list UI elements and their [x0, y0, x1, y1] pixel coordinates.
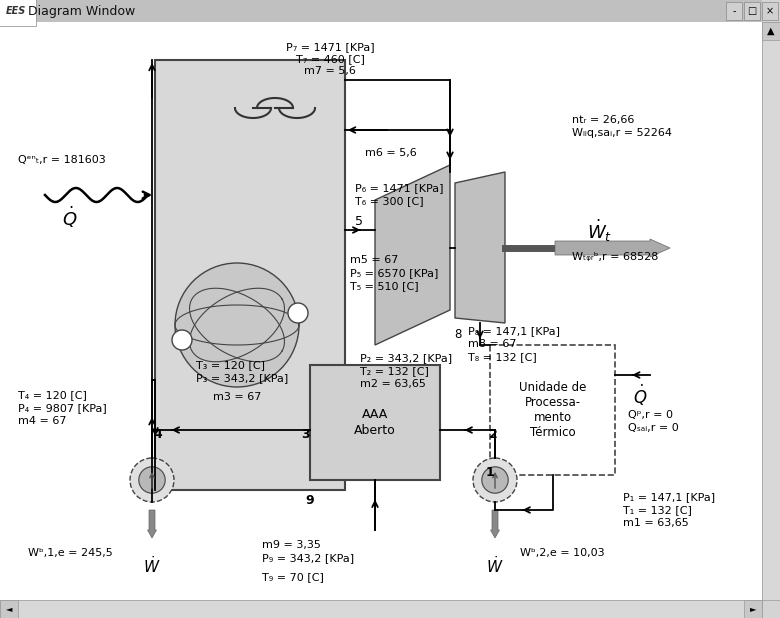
Text: T₉ = 70 [C]: T₉ = 70 [C]	[262, 572, 324, 582]
Bar	[0, 0, 762, 22]
Text: 5: 5	[355, 215, 363, 228]
Text: T₆ = 300 [C]: T₆ = 300 [C]	[355, 196, 424, 206]
Text: 8: 8	[455, 328, 462, 341]
Text: Qᵖ,r = 0: Qᵖ,r = 0	[628, 410, 673, 420]
Text: m5 = 67: m5 = 67	[350, 255, 399, 265]
Text: Wₗᵢq,saᵢ,r = 52264: Wₗᵢq,saᵢ,r = 52264	[572, 128, 672, 138]
Text: EES: EES	[6, 6, 27, 16]
Text: $\dot{W}$: $\dot{W}$	[144, 555, 161, 576]
FancyArrow shape	[491, 510, 499, 538]
FancyArrow shape	[147, 510, 157, 538]
Text: Wᵇ,1,e = 245,5: Wᵇ,1,e = 245,5	[27, 548, 112, 558]
Text: P₁ = 147,1 [KPa]: P₁ = 147,1 [KPa]	[623, 492, 715, 502]
Text: T₃ = 120 [C]: T₃ = 120 [C]	[196, 360, 265, 370]
Text: ntᵣ = 26,66: ntᵣ = 26,66	[572, 115, 634, 125]
Text: Wₜᵩᵣᵇ,r = 68528: Wₜᵩᵣᵇ,r = 68528	[572, 252, 658, 262]
Text: m8 = 67: m8 = 67	[468, 339, 516, 349]
Text: ◄: ◄	[5, 604, 12, 614]
Text: Qₛₐᵢ,r = 0: Qₛₐᵢ,r = 0	[628, 423, 679, 433]
Bar	[310, 365, 440, 480]
Text: P₈ = 147,1 [KPa]: P₈ = 147,1 [KPa]	[468, 326, 560, 336]
Bar	[744, 600, 762, 618]
Text: m6 = 5,6: m6 = 5,6	[365, 148, 417, 158]
Text: T₇ = 460 [C]: T₇ = 460 [C]	[296, 54, 364, 64]
Text: P₂ = 343,2 [KPa]: P₂ = 343,2 [KPa]	[360, 353, 452, 363]
Polygon shape	[455, 172, 505, 323]
Text: Diagram Window: Diagram Window	[28, 4, 135, 17]
Circle shape	[482, 467, 509, 493]
Text: 9: 9	[306, 494, 314, 507]
Text: $\dot{W}_t$: $\dot{W}_t$	[587, 218, 612, 244]
Bar	[490, 345, 615, 475]
Text: P₆ = 1471 [KPa]: P₆ = 1471 [KPa]	[355, 183, 444, 193]
Text: m3 = 67: m3 = 67	[213, 392, 261, 402]
Text: ▲: ▲	[768, 26, 775, 36]
Text: $\dot{Q}$: $\dot{Q}$	[633, 383, 647, 408]
Text: 1: 1	[486, 467, 495, 480]
Text: P₉ = 343,2 [KPa]: P₉ = 343,2 [KPa]	[262, 553, 354, 563]
Circle shape	[172, 330, 192, 350]
Text: Unidade de
Processa-
mento
Térmico: Unidade de Processa- mento Térmico	[519, 381, 587, 439]
Text: P₃ = 343,2 [KPa]: P₃ = 343,2 [KPa]	[196, 373, 289, 383]
Text: ►: ►	[750, 604, 757, 614]
Circle shape	[175, 263, 299, 387]
Text: Wᵇ,2,e = 10,03: Wᵇ,2,e = 10,03	[520, 548, 604, 558]
Circle shape	[139, 467, 165, 493]
Text: AAA
Aberto: AAA Aberto	[354, 408, 396, 436]
Text: P₄ = 9807 [KPa]: P₄ = 9807 [KPa]	[18, 403, 107, 413]
Text: T₅ = 510 [C]: T₅ = 510 [C]	[350, 281, 419, 291]
Text: T₂ = 132 [C]: T₂ = 132 [C]	[360, 366, 429, 376]
Text: Qᵉⁿₜ,r = 181603: Qᵉⁿₜ,r = 181603	[18, 155, 106, 165]
FancyArrow shape	[555, 239, 670, 257]
Text: m2 = 63,65: m2 = 63,65	[360, 379, 426, 389]
Bar	[0, 600, 18, 618]
Bar	[762, 22, 780, 40]
Text: m4 = 67: m4 = 67	[18, 416, 66, 426]
Text: T₄ = 120 [C]: T₄ = 120 [C]	[18, 390, 87, 400]
Text: $\dot{Q}$: $\dot{Q}$	[62, 205, 78, 231]
Text: m7 = 5,6: m7 = 5,6	[304, 66, 356, 76]
Text: P₅ = 6570 [KPa]: P₅ = 6570 [KPa]	[350, 268, 438, 278]
Text: 4: 4	[154, 428, 162, 441]
Text: -: -	[732, 6, 736, 16]
Circle shape	[288, 303, 308, 323]
Text: P₇ = 1471 [KPa]: P₇ = 1471 [KPa]	[285, 42, 374, 52]
Text: ×: ×	[766, 6, 774, 16]
Bar	[762, 2, 778, 20]
Text: m9 = 3,35: m9 = 3,35	[262, 540, 321, 550]
Bar	[744, 2, 760, 20]
Bar	[155, 60, 345, 490]
Text: □: □	[747, 6, 757, 16]
Bar	[762, 22, 780, 600]
Polygon shape	[375, 165, 450, 345]
Text: 2: 2	[488, 428, 498, 441]
Bar	[0, 600, 762, 618]
Circle shape	[130, 458, 174, 502]
Bar	[726, 2, 742, 20]
Text: m1 = 63,65: m1 = 63,65	[623, 518, 689, 528]
Circle shape	[473, 458, 517, 502]
Text: $\dot{W}$: $\dot{W}$	[486, 555, 504, 576]
Text: T₁ = 132 [C]: T₁ = 132 [C]	[623, 505, 692, 515]
Text: 3: 3	[302, 428, 310, 441]
Text: T₈ = 132 [C]: T₈ = 132 [C]	[468, 352, 537, 362]
